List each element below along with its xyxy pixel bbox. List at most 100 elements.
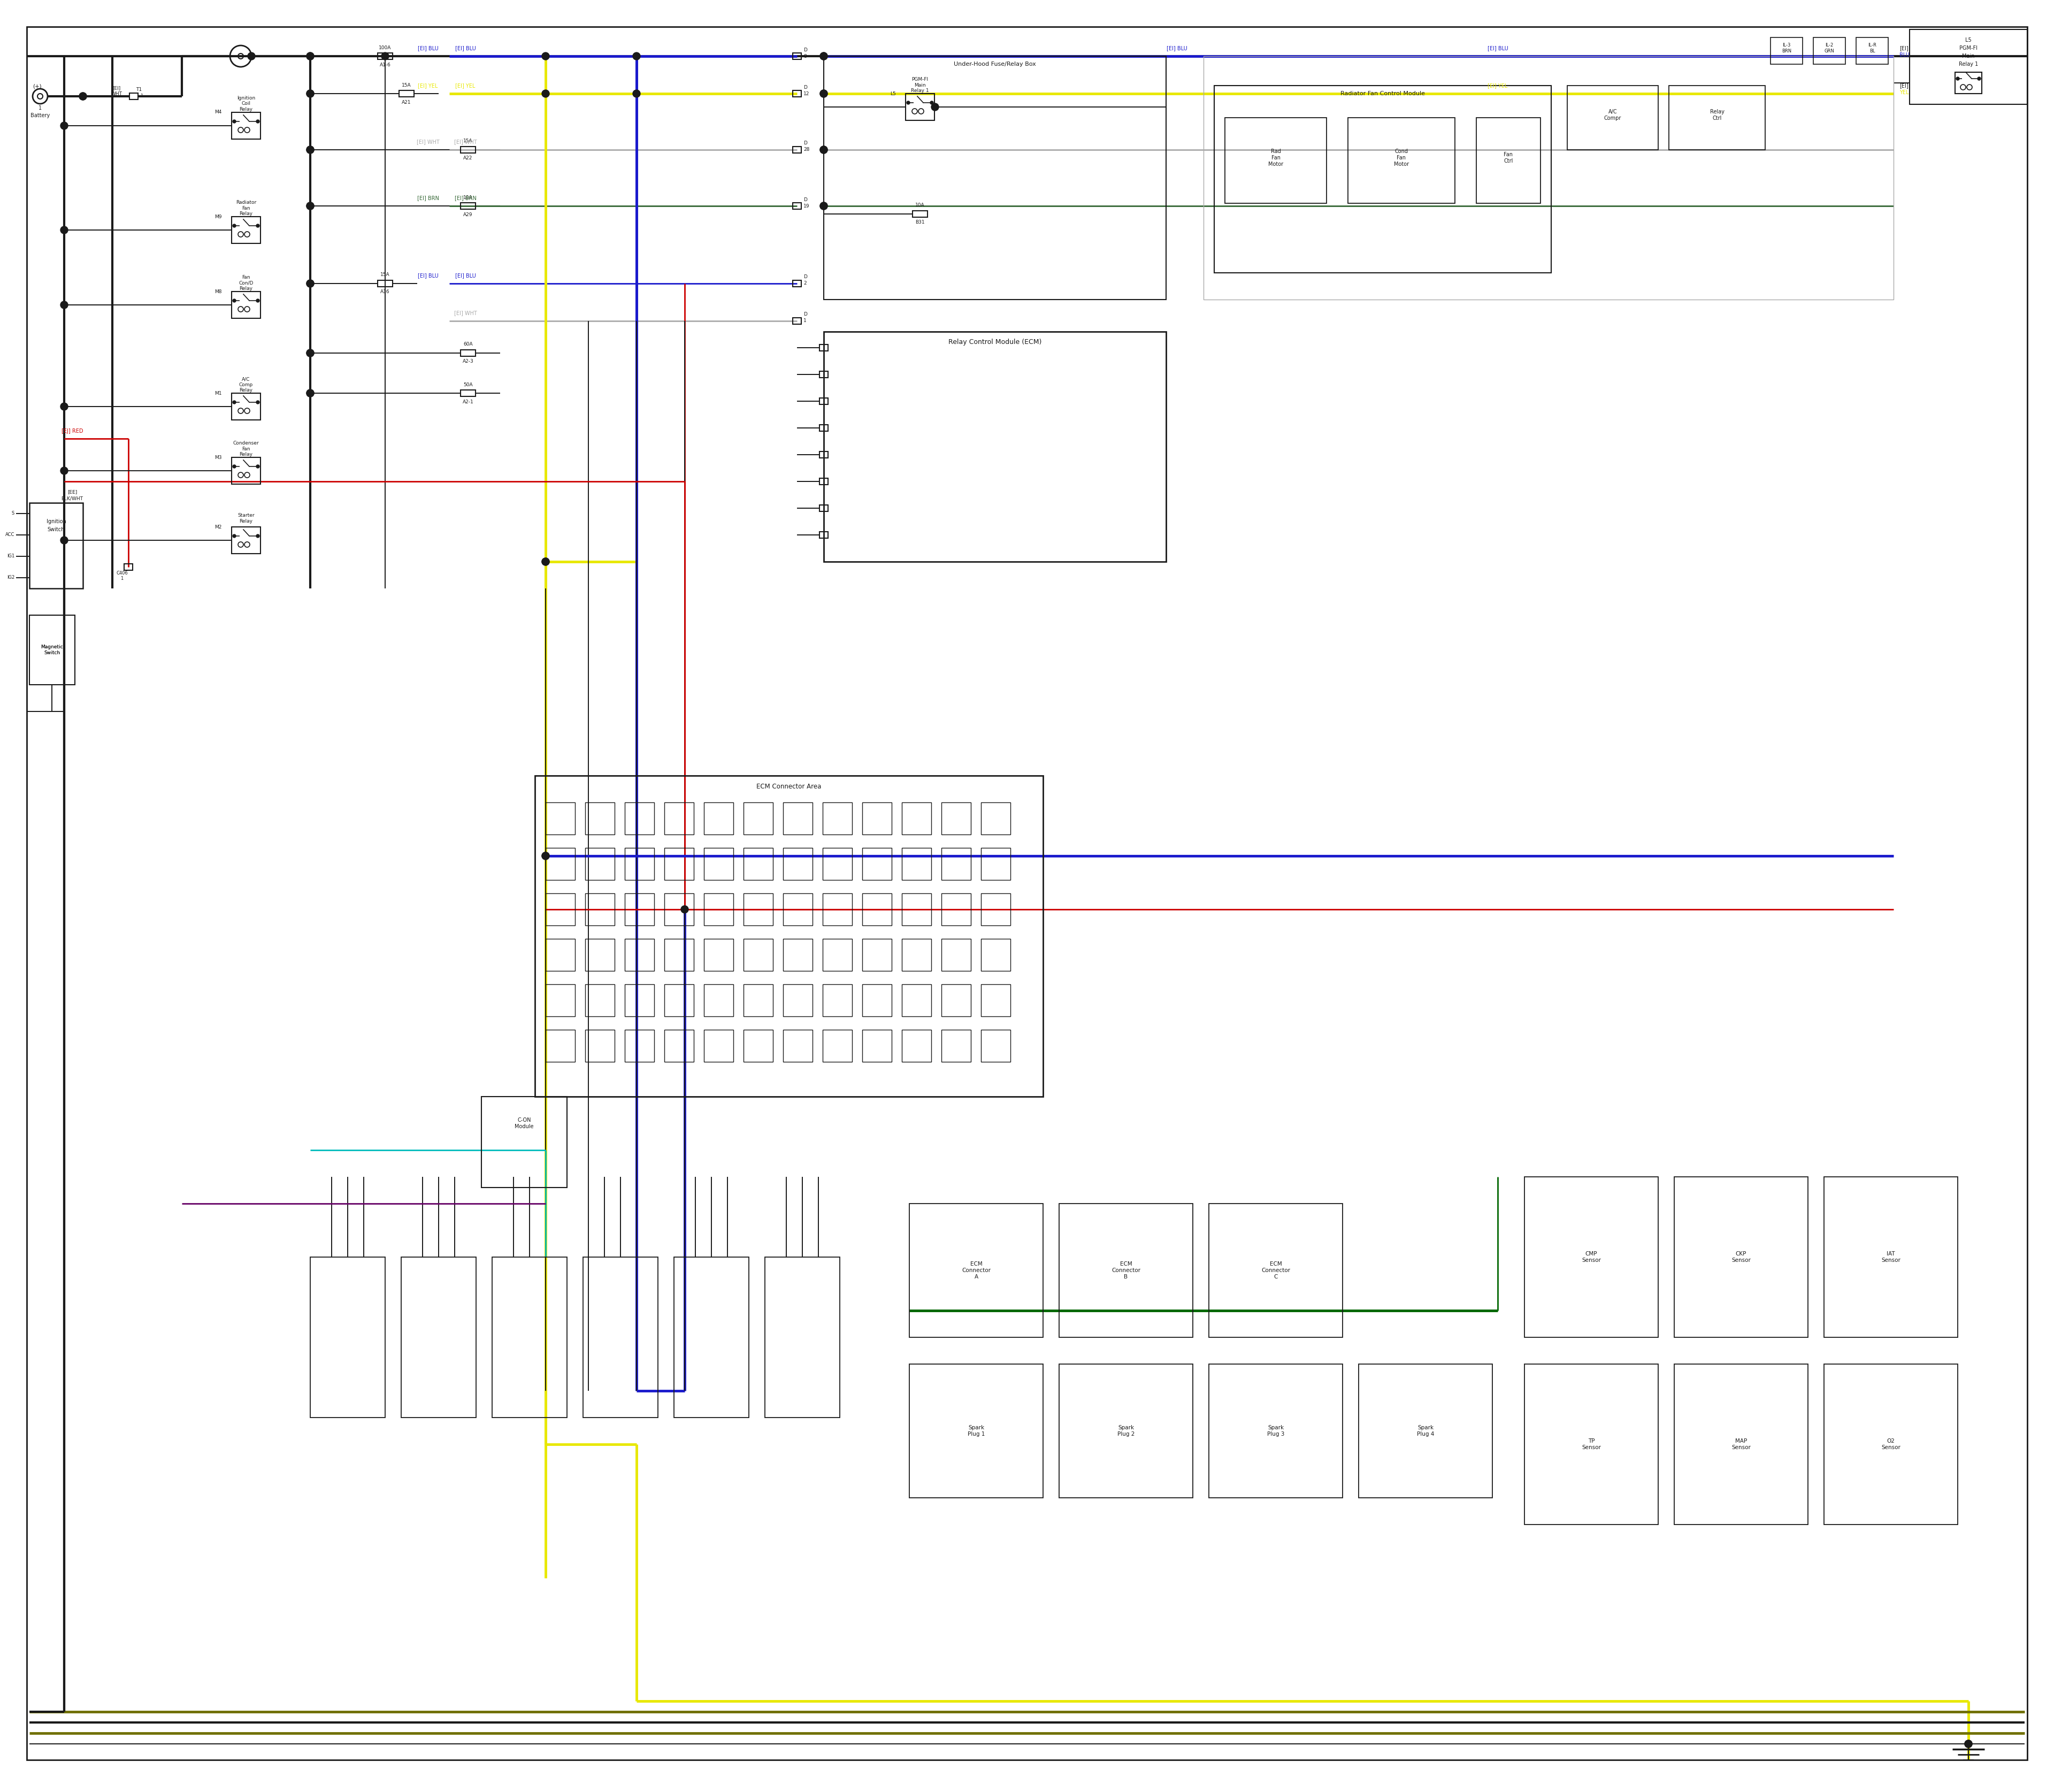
Bar	[1567, 86, 1658, 151]
Text: 1: 1	[140, 93, 144, 99]
Text: 1: 1	[803, 319, 807, 323]
Text: M8: M8	[216, 289, 222, 294]
Circle shape	[1966, 1740, 1972, 1747]
Text: [EI]: [EI]	[113, 86, 121, 91]
Bar	[793, 54, 801, 59]
Circle shape	[542, 557, 548, 566]
Circle shape	[306, 202, 314, 210]
Text: Fan
Con/D
Relay: Fan Con/D Relay	[238, 274, 253, 290]
Text: 8: 8	[803, 54, 807, 59]
Bar	[1214, 86, 1551, 272]
Circle shape	[80, 93, 86, 100]
Bar	[705, 939, 733, 971]
Text: Relay
Ctrl: Relay Ctrl	[1709, 109, 1723, 120]
Text: CMP
Sensor: CMP Sensor	[1582, 1251, 1600, 1263]
Text: O2
Sensor: O2 Sensor	[1881, 1439, 1900, 1450]
Bar	[1955, 72, 1982, 93]
Circle shape	[232, 224, 236, 228]
Bar	[910, 1364, 1043, 1498]
Bar	[910, 1204, 1043, 1337]
Bar	[941, 803, 972, 835]
Text: [EI] WHT: [EI] WHT	[417, 140, 440, 145]
Text: Under-Hood Fuse/Relay Box: Under-Hood Fuse/Relay Box	[953, 61, 1035, 66]
Text: [EI] BLU: [EI] BLU	[1487, 45, 1508, 50]
Circle shape	[542, 52, 548, 59]
Circle shape	[306, 349, 314, 357]
Bar	[941, 1030, 972, 1063]
Circle shape	[60, 468, 68, 475]
Bar	[820, 505, 828, 511]
Bar	[546, 848, 575, 880]
Bar	[534, 776, 1043, 1097]
Circle shape	[306, 52, 314, 59]
Bar	[585, 803, 614, 835]
Text: C406: C406	[117, 572, 127, 575]
Circle shape	[306, 202, 314, 210]
Bar	[624, 894, 653, 925]
Text: PGM-FI: PGM-FI	[1960, 45, 1978, 50]
Bar	[982, 803, 1011, 835]
Text: Spark
Plug 1: Spark Plug 1	[967, 1425, 984, 1437]
Bar	[783, 803, 813, 835]
Bar	[378, 280, 392, 287]
Bar	[624, 984, 653, 1016]
Bar	[546, 803, 575, 835]
Circle shape	[232, 534, 236, 538]
Circle shape	[306, 145, 314, 154]
Text: MAP
Sensor: MAP Sensor	[1732, 1439, 1750, 1450]
Text: ECM Connector Area: ECM Connector Area	[756, 783, 822, 790]
Circle shape	[1966, 1740, 1972, 1747]
Bar	[941, 894, 972, 925]
Circle shape	[930, 104, 939, 111]
Bar	[546, 939, 575, 971]
Circle shape	[306, 389, 314, 396]
Text: PGM-FI
Main
Relay 1: PGM-FI Main Relay 1	[912, 77, 928, 93]
Text: Magnetic
Switch: Magnetic Switch	[41, 645, 64, 656]
Text: ECM
Connector
B: ECM Connector B	[1111, 1262, 1140, 1279]
Bar	[1824, 1364, 1957, 1525]
Text: 12: 12	[803, 91, 809, 97]
Text: Ignition: Ignition	[47, 520, 66, 525]
Text: YEL: YEL	[1900, 90, 1908, 95]
Bar	[902, 803, 930, 835]
Text: TP
Sensor: TP Sensor	[1582, 1439, 1600, 1450]
Text: A21: A21	[403, 100, 411, 104]
Circle shape	[306, 90, 314, 97]
Bar	[793, 90, 801, 97]
Text: Radiator Fan Control Module: Radiator Fan Control Module	[1341, 91, 1425, 97]
Bar	[585, 984, 614, 1016]
Text: A22: A22	[464, 156, 472, 161]
Text: Condenser
Fan
Relay: Condenser Fan Relay	[232, 441, 259, 457]
Bar	[1358, 1364, 1493, 1498]
Circle shape	[820, 90, 828, 97]
Bar	[663, 803, 694, 835]
Bar	[1060, 1364, 1193, 1498]
Bar	[663, 894, 694, 925]
Text: S: S	[12, 511, 14, 516]
Text: 1: 1	[39, 106, 41, 111]
Text: ACC: ACC	[6, 532, 14, 538]
Bar	[764, 1256, 840, 1417]
Bar	[123, 564, 134, 570]
Circle shape	[232, 120, 236, 124]
Bar	[820, 425, 828, 432]
Bar	[232, 113, 261, 140]
Bar	[744, 803, 772, 835]
Bar	[546, 894, 575, 925]
Bar	[1224, 118, 1327, 202]
Bar	[583, 1256, 657, 1417]
Text: D: D	[803, 47, 807, 52]
Bar	[982, 939, 1011, 971]
Circle shape	[306, 52, 314, 59]
Text: [EE]: [EE]	[68, 489, 78, 495]
Bar	[783, 848, 813, 880]
Text: 60A: 60A	[464, 342, 472, 348]
Bar	[310, 1256, 386, 1417]
Bar	[941, 984, 972, 1016]
Bar	[460, 202, 477, 210]
Bar	[824, 803, 852, 835]
Circle shape	[306, 349, 314, 357]
Bar	[744, 894, 772, 925]
Text: [EI] BLU: [EI] BLU	[417, 45, 438, 50]
Bar	[232, 392, 261, 419]
